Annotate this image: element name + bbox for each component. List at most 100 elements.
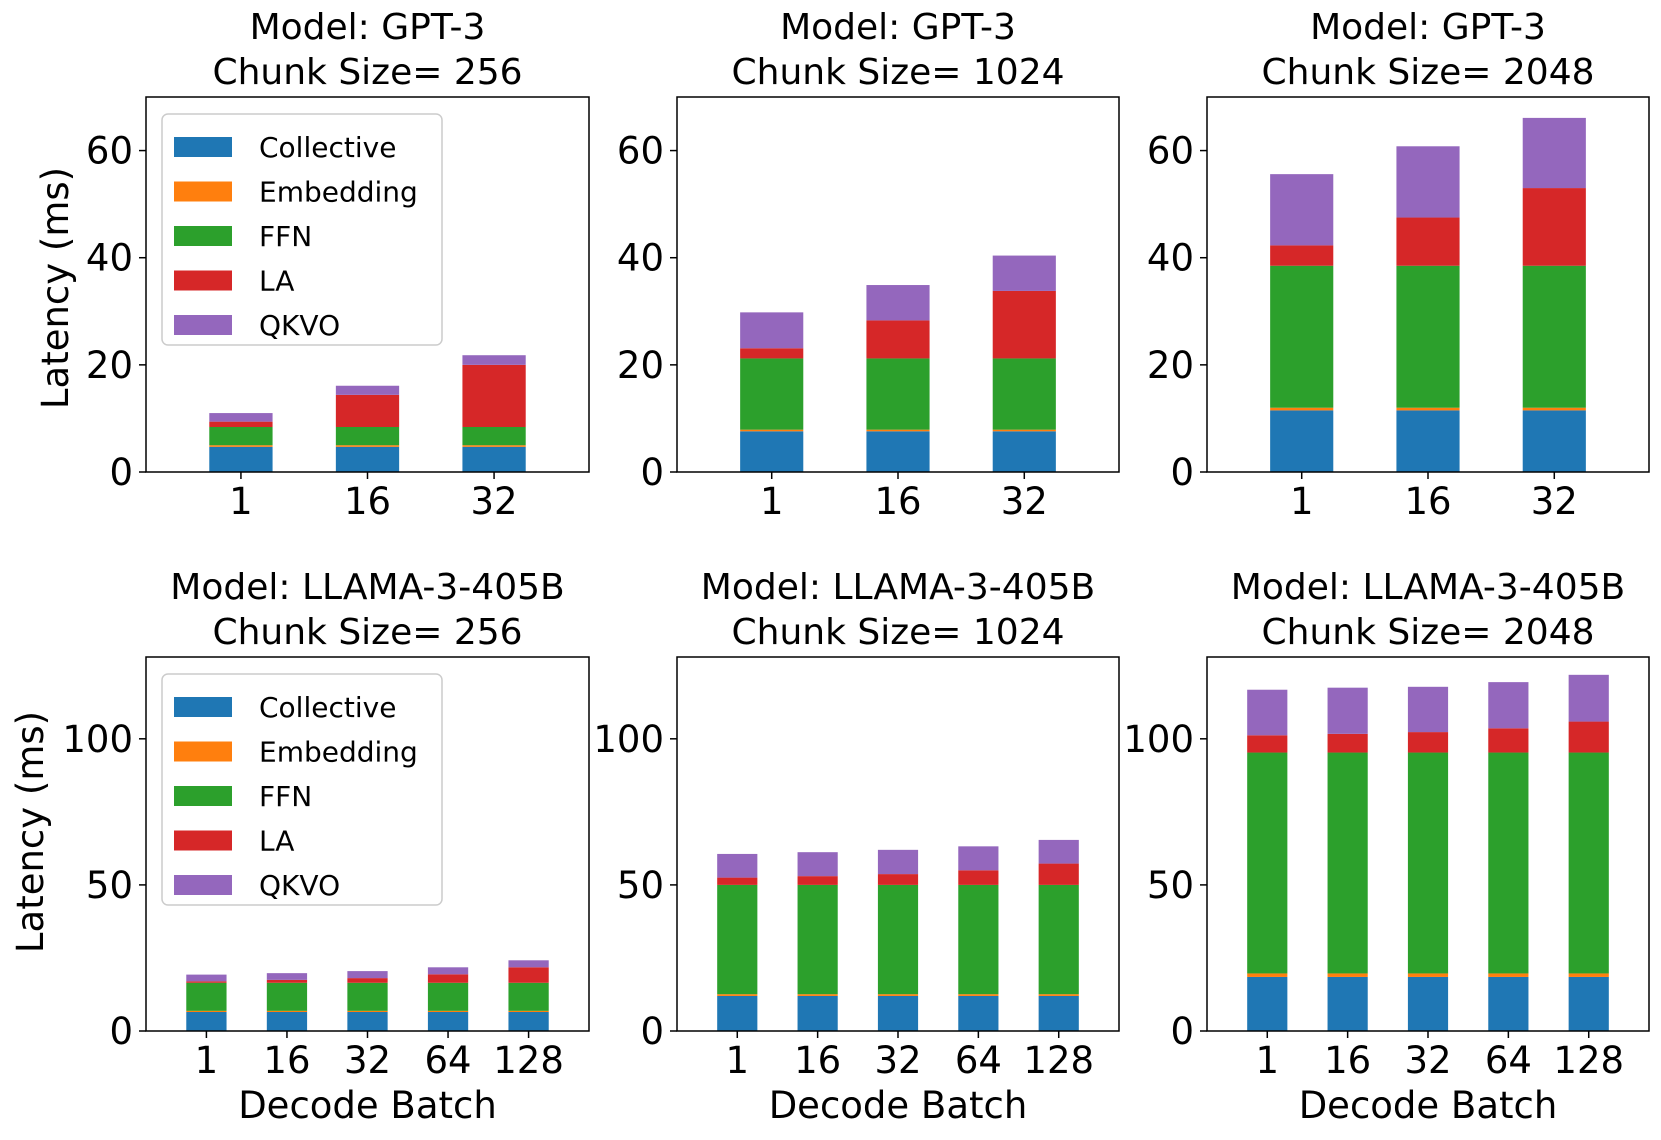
x-tick-label: 16 [794, 1039, 841, 1082]
bar-segment-ffn [992, 358, 1056, 430]
x-tick-label: 16 [263, 1039, 310, 1082]
bar-segment-la [866, 320, 930, 359]
legend-label-la: LA [259, 265, 294, 298]
bar-segment-la [740, 348, 804, 359]
bar-segment-collective [1396, 410, 1460, 472]
chart-title-line1: Model: LLAMA-3-405B [170, 567, 564, 608]
y-tick-label: 100 [62, 718, 133, 761]
y-axis-label-top: Latency (ms) [34, 167, 77, 409]
y-tick-label: 20 [617, 344, 664, 387]
x-tick-label: 32 [1404, 1039, 1451, 1082]
x-tick-label: 32 [1531, 480, 1578, 523]
legend-label-ffn: FFN [259, 780, 312, 813]
bar-segment-ffn [347, 982, 388, 1011]
x-tick-label: 128 [1553, 1039, 1624, 1082]
x-tick-label: 64 [424, 1039, 471, 1082]
bar-segment-collective [1522, 410, 1586, 472]
y-tick-label: 60 [86, 130, 133, 173]
bar-segment-la [958, 870, 999, 885]
bar-segment-qkvo [958, 846, 999, 871]
bar-segment-la [1407, 732, 1449, 753]
bar-segment-collective [1038, 995, 1079, 1031]
bar-segment-embedding [1038, 994, 1079, 996]
bar-segment-qkvo [1396, 146, 1460, 218]
legend-label-collective: Collective [259, 131, 396, 164]
bar-segment-embedding [335, 445, 400, 447]
x-axis-label: Decode Batch [769, 1084, 1028, 1127]
bar-segment-ffn [1247, 752, 1288, 974]
bar-segment-qkvo [1247, 689, 1288, 736]
bar-segment-collective [209, 446, 273, 472]
y-tick-label: 0 [1170, 1010, 1194, 1053]
bar-segment-qkvo [740, 312, 804, 349]
bar-segment-ffn [186, 982, 227, 1011]
legend-swatch-qkvo [174, 875, 232, 895]
bar-segment-la [508, 967, 549, 983]
x-tick-label: 16 [1404, 480, 1451, 523]
bar-segment-embedding [1247, 973, 1288, 977]
bar-segment-la [1038, 863, 1079, 885]
y-tick-label: 20 [86, 344, 133, 387]
legend-label-embedding: Embedding [259, 176, 418, 209]
bar-segment-ffn [1407, 752, 1449, 974]
bar-segment-collective [992, 431, 1056, 472]
x-tick-label: 32 [471, 480, 518, 523]
bar-segment-la [1488, 728, 1529, 753]
bar-segment-qkvo [1038, 839, 1079, 864]
legend-swatch-qkvo [174, 315, 232, 335]
bar-segment-la [1327, 733, 1368, 753]
bar-segment-collective [717, 995, 758, 1031]
bar-segment-qkvo [797, 852, 838, 877]
bar-segment-embedding [958, 994, 999, 996]
chart-title-line1: Model: LLAMA-3-405B [701, 567, 1095, 608]
legend-swatch-la [174, 270, 232, 291]
x-tick-label: 32 [1001, 480, 1048, 523]
bar-segment-ffn [427, 982, 469, 1011]
bar-segment-embedding [1568, 973, 1609, 977]
bar-segment-collective [1568, 976, 1609, 1031]
legend-swatch-collective [174, 137, 232, 157]
bar-segment-embedding [427, 1010, 469, 1013]
bar-segment-la [1270, 245, 1334, 266]
x-tick-label: 128 [493, 1039, 564, 1082]
x-tick-label: 1 [195, 1039, 219, 1082]
bar-segment-embedding [1396, 407, 1460, 411]
chart-title-line2: Chunk Size= 2048 [1262, 52, 1595, 93]
bar-segment-embedding [877, 994, 919, 996]
y-tick-label: 40 [617, 237, 664, 280]
bar-segment-qkvo [1488, 682, 1529, 729]
chart-title-line2: Chunk Size= 1024 [732, 612, 1065, 653]
legend-label-collective: Collective [259, 691, 396, 724]
bar-segment-collective [1488, 976, 1529, 1031]
chart-title-line2: Chunk Size= 256 [212, 612, 522, 653]
bar-segment-ffn [1038, 884, 1079, 995]
bar-segment-la [1568, 721, 1609, 753]
bar-segment-embedding [740, 429, 804, 432]
bar-segment-la [186, 981, 227, 983]
bar-segment-collective [427, 1012, 469, 1031]
bar-segment-la [717, 877, 758, 885]
bar-segment-qkvo [1407, 686, 1449, 733]
bar-segment-embedding [1522, 407, 1586, 411]
axes-frame [676, 656, 1120, 1032]
y-tick-label: 50 [617, 864, 664, 907]
bar-segment-collective [866, 431, 930, 472]
bar-segment-qkvo [347, 971, 388, 979]
bar-segment-ffn [1488, 752, 1529, 974]
bar-segment-embedding [209, 445, 273, 447]
legend-swatch-la [174, 830, 232, 851]
bar-segment-collective [347, 1012, 388, 1031]
bar-segment-embedding [462, 445, 526, 447]
bar-segment-la [462, 364, 526, 427]
x-tick-label: 16 [344, 480, 391, 523]
bar-segment-la [347, 978, 388, 983]
bar-segment-embedding [266, 1010, 308, 1013]
bar-segment-ffn [740, 358, 804, 430]
bar-segment-qkvo [266, 973, 308, 980]
y-tick-label: 0 [109, 451, 133, 494]
x-tick-label: 1 [229, 480, 253, 523]
bar-segment-la [877, 874, 919, 885]
